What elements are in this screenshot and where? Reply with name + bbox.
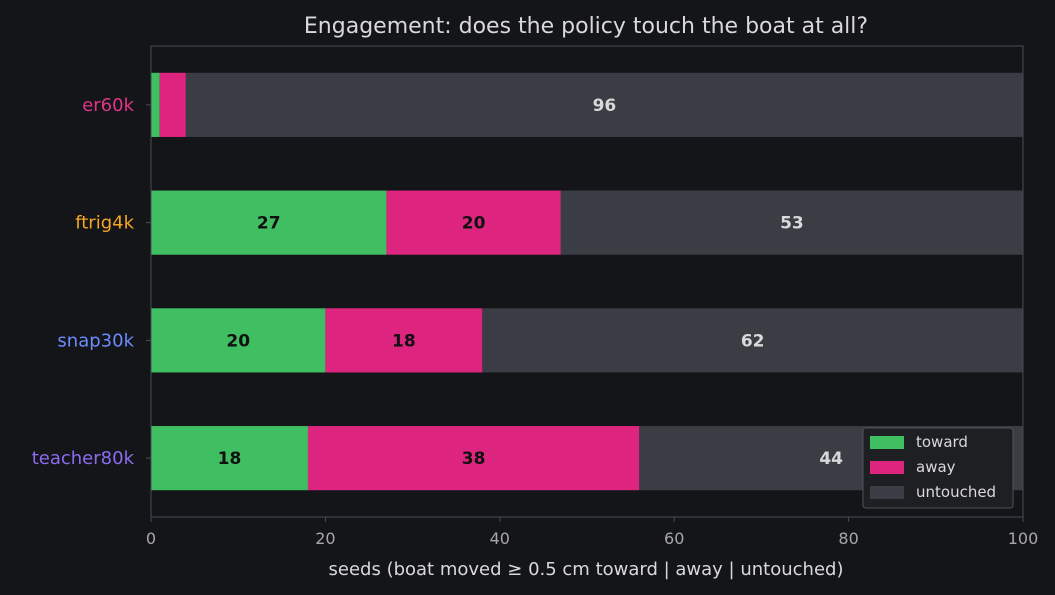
x-tick-label: 100 <box>1008 529 1039 548</box>
x-tick-label: 20 <box>315 529 335 548</box>
bar-value-label: 62 <box>741 331 765 351</box>
y-tick-label: teacher80k <box>32 448 135 469</box>
bar-toward-teacher80k <box>151 426 308 491</box>
x-tick-label: 0 <box>146 529 156 548</box>
bar-away-ftrig4k <box>386 190 561 255</box>
y-axis: er60k ftrig4k snap30k teacher80k <box>32 95 151 469</box>
bar-untouched-er60k <box>185 72 1023 137</box>
bar-toward-ftrig4k <box>151 190 387 255</box>
bar-toward-snap30k <box>151 308 326 373</box>
bar-value-label: 44 <box>819 449 843 469</box>
bar-untouched-ftrig4k <box>560 190 1023 255</box>
bar-untouched-snap30k <box>482 308 1023 373</box>
legend-swatch-untouched <box>870 486 904 499</box>
bar-away-teacher80k <box>307 426 640 491</box>
bar-toward-er60k <box>151 72 160 137</box>
x-tick-label: 80 <box>838 529 858 548</box>
legend-label-away: away <box>916 458 956 476</box>
legend-swatch-away <box>870 461 904 474</box>
x-tick-label: 60 <box>664 529 684 548</box>
x-tick-label: 40 <box>490 529 510 548</box>
bar-away-er60k <box>159 72 186 137</box>
legend-label-toward: toward <box>916 433 968 451</box>
legend-label-untouched: untouched <box>916 483 996 501</box>
bar-value-label: 20 <box>462 214 486 234</box>
bar-value-label: 18 <box>392 331 416 351</box>
legend-swatch-toward <box>870 436 904 449</box>
y-tick-label: er60k <box>82 95 134 116</box>
bar-value-label: 96 <box>593 96 617 116</box>
bar-away-snap30k <box>325 308 483 373</box>
x-axis-label: seeds (boat moved ≥ 0.5 cm toward | away… <box>329 559 844 580</box>
bar-value-label: 27 <box>257 214 281 234</box>
y-tick-label: snap30k <box>57 330 134 351</box>
bar-value-label: 20 <box>226 331 250 351</box>
chart-title: Engagement: does the policy touch the bo… <box>304 14 868 39</box>
bar-value-label: 18 <box>218 449 242 469</box>
plot-area: 96 27 20 53 20 18 62 18 38 44 <box>151 72 1023 491</box>
bar-value-label: 38 <box>462 449 486 469</box>
bar-value-label: 53 <box>780 214 804 234</box>
legend: toward away untouched <box>862 427 1014 509</box>
y-tick-label: ftrig4k <box>75 213 134 234</box>
axes-frame <box>150 45 1024 518</box>
x-axis: 0 20 40 60 80 100 <box>146 517 1038 548</box>
